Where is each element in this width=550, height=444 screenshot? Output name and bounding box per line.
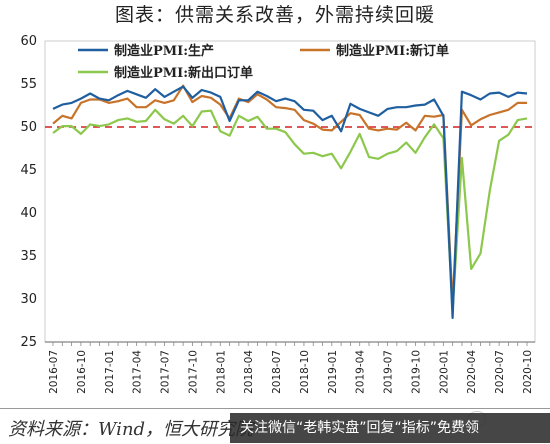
y-tick-label: 30 — [20, 292, 37, 307]
x-tick-label: 2019-04 — [355, 350, 367, 394]
y-tick-label: 25 — [20, 335, 37, 350]
legend-label-2: 制造业PMI:新出口订单 — [114, 65, 253, 81]
x-tick-label: 2019-07 — [383, 350, 395, 394]
series-line-2 — [52, 108, 528, 312]
y-tick-label: 35 — [20, 249, 37, 264]
x-tick-label: 2019-10 — [410, 350, 422, 394]
x-tick-label: 2019-01 — [327, 350, 339, 394]
legend-label-1: 制造业PMI:新订单 — [336, 43, 449, 59]
watermark-banner: 关注微信“老韩实盘”回复“指标”免费领 — [230, 413, 550, 443]
x-tick-label: 2020-01 — [438, 350, 450, 394]
x-tick-label: 2020-07 — [494, 350, 506, 394]
x-tick-label: 2018-01 — [215, 350, 227, 394]
source-text: 资料来源：Wind，恒大研究院 — [8, 419, 254, 440]
legend-label-0: 制造业PMI:生产 — [114, 43, 214, 59]
series-line-0 — [52, 85, 528, 319]
y-tick-label: 60 — [20, 34, 37, 49]
x-tick-label: 2017-07 — [160, 350, 172, 394]
y-tick-label: 45 — [20, 163, 37, 178]
x-tick-label: 2017-04 — [132, 350, 144, 394]
x-tick-label: 2017-01 — [104, 350, 116, 394]
x-tick-label: 2018-10 — [299, 350, 311, 394]
plot-frame — [44, 40, 536, 343]
x-tick-label: 2017-10 — [187, 350, 199, 394]
gridlines — [44, 40, 536, 343]
chart-title: 图表：供需关系改善，外需持续回暖 — [114, 4, 435, 26]
y-tick-label: 50 — [20, 120, 37, 135]
x-tick-label: 2018-07 — [271, 350, 283, 394]
x-tick-label: 2020-10 — [522, 350, 534, 394]
y-axis-ticks: 25 30 35 40 45 50 55 60 — [20, 34, 37, 350]
x-tick-label: 2016-07 — [48, 350, 60, 394]
y-tick-label: 40 — [20, 206, 37, 221]
x-tick-label: 2016-10 — [76, 350, 88, 394]
x-tick-label: 2020-04 — [466, 350, 478, 394]
y-tick-label: 55 — [20, 77, 37, 92]
x-tick-label: 2018-04 — [243, 350, 255, 394]
x-axis: 2016-07 2016-10 2017-01 2017-04 2017-07 2017-… — [45, 341, 535, 394]
series-lines — [52, 84, 528, 319]
